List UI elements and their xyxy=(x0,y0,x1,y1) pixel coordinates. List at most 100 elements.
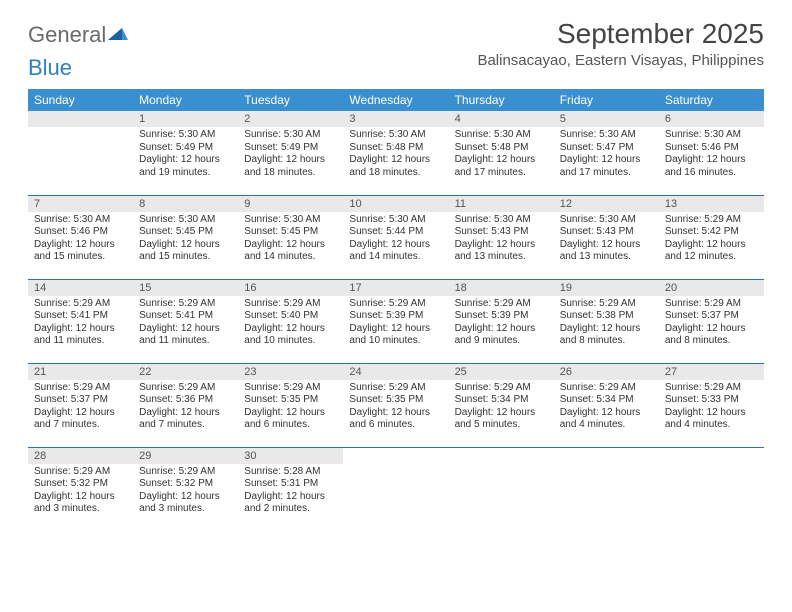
sunrise-line: Sunrise: 5:29 AM xyxy=(244,382,337,395)
calendar-day-cell: 20Sunrise: 5:29 AMSunset: 5:37 PMDayligh… xyxy=(659,279,764,363)
sunset-line: Sunset: 5:46 PM xyxy=(665,142,758,155)
sunrise-line: Sunrise: 5:30 AM xyxy=(244,214,337,227)
day-detail: Sunrise: 5:30 AMSunset: 5:43 PMDaylight:… xyxy=(449,212,554,268)
day-detail: Sunrise: 5:29 AMSunset: 5:39 PMDaylight:… xyxy=(449,296,554,352)
daylight-line: Daylight: 12 hours and 3 minutes. xyxy=(34,491,127,516)
day-number-bar: 5 xyxy=(554,111,659,127)
sunrise-line: Sunrise: 5:29 AM xyxy=(349,382,442,395)
sunrise-line: Sunrise: 5:29 AM xyxy=(665,382,758,395)
daylight-line: Daylight: 12 hours and 3 minutes. xyxy=(139,491,232,516)
calendar-day-cell: 26Sunrise: 5:29 AMSunset: 5:34 PMDayligh… xyxy=(554,363,659,447)
day-number-bar: 23 xyxy=(238,364,343,380)
sunrise-line: Sunrise: 5:29 AM xyxy=(34,382,127,395)
sunset-line: Sunset: 5:46 PM xyxy=(34,226,127,239)
calendar-day-cell: 15Sunrise: 5:29 AMSunset: 5:41 PMDayligh… xyxy=(133,279,238,363)
daylight-line: Daylight: 12 hours and 10 minutes. xyxy=(244,323,337,348)
daylight-line: Daylight: 12 hours and 18 minutes. xyxy=(244,154,337,179)
daylight-line: Daylight: 12 hours and 7 minutes. xyxy=(34,407,127,432)
daylight-line: Daylight: 12 hours and 9 minutes. xyxy=(455,323,548,348)
day-detail: Sunrise: 5:29 AMSunset: 5:32 PMDaylight:… xyxy=(28,464,133,520)
day-number-bar: 1 xyxy=(133,111,238,127)
calendar-day-cell: 16Sunrise: 5:29 AMSunset: 5:40 PMDayligh… xyxy=(238,279,343,363)
day-detail: Sunrise: 5:29 AMSunset: 5:36 PMDaylight:… xyxy=(133,380,238,436)
daylight-line: Daylight: 12 hours and 5 minutes. xyxy=(455,407,548,432)
day-detail: Sunrise: 5:29 AMSunset: 5:32 PMDaylight:… xyxy=(133,464,238,520)
sunrise-line: Sunrise: 5:29 AM xyxy=(139,298,232,311)
sunrise-line: Sunrise: 5:29 AM xyxy=(34,298,127,311)
sunset-line: Sunset: 5:39 PM xyxy=(349,310,442,323)
sunrise-line: Sunrise: 5:30 AM xyxy=(34,214,127,227)
calendar-day-cell: 2Sunrise: 5:30 AMSunset: 5:49 PMDaylight… xyxy=(238,111,343,195)
daylight-line: Daylight: 12 hours and 4 minutes. xyxy=(665,407,758,432)
day-number-bar: 29 xyxy=(133,448,238,464)
calendar-day-cell xyxy=(659,447,764,531)
sunrise-line: Sunrise: 5:29 AM xyxy=(34,466,127,479)
day-number-bar: 24 xyxy=(343,364,448,380)
calendar-day-cell: 30Sunrise: 5:28 AMSunset: 5:31 PMDayligh… xyxy=(238,447,343,531)
logo: General xyxy=(28,18,128,48)
sunset-line: Sunset: 5:41 PM xyxy=(139,310,232,323)
day-detail: Sunrise: 5:30 AMSunset: 5:48 PMDaylight:… xyxy=(343,127,448,183)
calendar-week-row: 7Sunrise: 5:30 AMSunset: 5:46 PMDaylight… xyxy=(28,195,764,279)
sunset-line: Sunset: 5:33 PM xyxy=(665,394,758,407)
day-detail: Sunrise: 5:29 AMSunset: 5:35 PMDaylight:… xyxy=(238,380,343,436)
col-thursday: Thursday xyxy=(449,89,554,111)
daylight-line: Daylight: 12 hours and 11 minutes. xyxy=(139,323,232,348)
calendar-day-cell: 9Sunrise: 5:30 AMSunset: 5:45 PMDaylight… xyxy=(238,195,343,279)
col-saturday: Saturday xyxy=(659,89,764,111)
daylight-line: Daylight: 12 hours and 2 minutes. xyxy=(244,491,337,516)
sunrise-line: Sunrise: 5:28 AM xyxy=(244,466,337,479)
calendar-day-cell xyxy=(28,111,133,195)
calendar-day-cell: 23Sunrise: 5:29 AMSunset: 5:35 PMDayligh… xyxy=(238,363,343,447)
sunrise-line: Sunrise: 5:30 AM xyxy=(139,214,232,227)
day-detail: Sunrise: 5:29 AMSunset: 5:41 PMDaylight:… xyxy=(133,296,238,352)
calendar-day-cell: 10Sunrise: 5:30 AMSunset: 5:44 PMDayligh… xyxy=(343,195,448,279)
day-number-bar: 22 xyxy=(133,364,238,380)
calendar-day-cell: 21Sunrise: 5:29 AMSunset: 5:37 PMDayligh… xyxy=(28,363,133,447)
logo-text-general: General xyxy=(28,22,106,48)
sunset-line: Sunset: 5:35 PM xyxy=(244,394,337,407)
day-number-bar xyxy=(343,448,448,464)
day-detail: Sunrise: 5:30 AMSunset: 5:45 PMDaylight:… xyxy=(238,212,343,268)
calendar-day-cell: 17Sunrise: 5:29 AMSunset: 5:39 PMDayligh… xyxy=(343,279,448,363)
sunrise-line: Sunrise: 5:30 AM xyxy=(560,214,653,227)
sunset-line: Sunset: 5:38 PM xyxy=(560,310,653,323)
daylight-line: Daylight: 12 hours and 6 minutes. xyxy=(244,407,337,432)
day-number-bar: 6 xyxy=(659,111,764,127)
day-number-bar: 26 xyxy=(554,364,659,380)
calendar-day-cell: 11Sunrise: 5:30 AMSunset: 5:43 PMDayligh… xyxy=(449,195,554,279)
day-detail: Sunrise: 5:30 AMSunset: 5:44 PMDaylight:… xyxy=(343,212,448,268)
col-friday: Friday xyxy=(554,89,659,111)
sunrise-line: Sunrise: 5:29 AM xyxy=(560,298,653,311)
sunset-line: Sunset: 5:44 PM xyxy=(349,226,442,239)
day-detail: Sunrise: 5:29 AMSunset: 5:35 PMDaylight:… xyxy=(343,380,448,436)
calendar-day-cell: 8Sunrise: 5:30 AMSunset: 5:45 PMDaylight… xyxy=(133,195,238,279)
day-detail: Sunrise: 5:29 AMSunset: 5:34 PMDaylight:… xyxy=(449,380,554,436)
weekday-header-row: Sunday Monday Tuesday Wednesday Thursday… xyxy=(28,89,764,111)
sunset-line: Sunset: 5:48 PM xyxy=(455,142,548,155)
calendar-table: Sunday Monday Tuesday Wednesday Thursday… xyxy=(28,89,764,531)
calendar-day-cell: 5Sunrise: 5:30 AMSunset: 5:47 PMDaylight… xyxy=(554,111,659,195)
calendar-day-cell: 12Sunrise: 5:30 AMSunset: 5:43 PMDayligh… xyxy=(554,195,659,279)
daylight-line: Daylight: 12 hours and 17 minutes. xyxy=(560,154,653,179)
day-number-bar: 10 xyxy=(343,196,448,212)
sunrise-line: Sunrise: 5:29 AM xyxy=(244,298,337,311)
sunrise-line: Sunrise: 5:29 AM xyxy=(560,382,653,395)
sunrise-line: Sunrise: 5:29 AM xyxy=(665,214,758,227)
sunrise-line: Sunrise: 5:30 AM xyxy=(244,129,337,142)
daylight-line: Daylight: 12 hours and 10 minutes. xyxy=(349,323,442,348)
daylight-line: Daylight: 12 hours and 13 minutes. xyxy=(455,239,548,264)
sunset-line: Sunset: 5:49 PM xyxy=(244,142,337,155)
day-detail: Sunrise: 5:30 AMSunset: 5:45 PMDaylight:… xyxy=(133,212,238,268)
calendar-day-cell xyxy=(449,447,554,531)
day-number-bar xyxy=(28,111,133,127)
sunrise-line: Sunrise: 5:29 AM xyxy=(139,466,232,479)
sunset-line: Sunset: 5:34 PM xyxy=(560,394,653,407)
day-number-bar: 3 xyxy=(343,111,448,127)
calendar-day-cell: 24Sunrise: 5:29 AMSunset: 5:35 PMDayligh… xyxy=(343,363,448,447)
day-detail: Sunrise: 5:29 AMSunset: 5:37 PMDaylight:… xyxy=(659,296,764,352)
sunset-line: Sunset: 5:45 PM xyxy=(244,226,337,239)
day-number-bar xyxy=(449,448,554,464)
calendar-week-row: 28Sunrise: 5:29 AMSunset: 5:32 PMDayligh… xyxy=(28,447,764,531)
day-number-bar: 11 xyxy=(449,196,554,212)
